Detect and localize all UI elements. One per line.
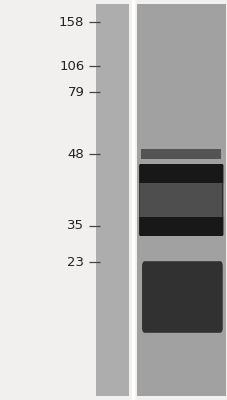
FancyBboxPatch shape	[138, 164, 222, 236]
Text: 158: 158	[59, 16, 84, 28]
Text: 48: 48	[67, 148, 84, 160]
Text: 79: 79	[67, 86, 84, 98]
Text: 35: 35	[67, 220, 84, 232]
Bar	[140, 183, 221, 217]
Text: 23: 23	[67, 256, 84, 268]
FancyBboxPatch shape	[141, 261, 222, 333]
Text: 106: 106	[59, 60, 84, 72]
Bar	[136, 4, 225, 396]
Bar	[137, 183, 224, 217]
Bar	[141, 149, 220, 159]
Bar	[95, 4, 128, 396]
